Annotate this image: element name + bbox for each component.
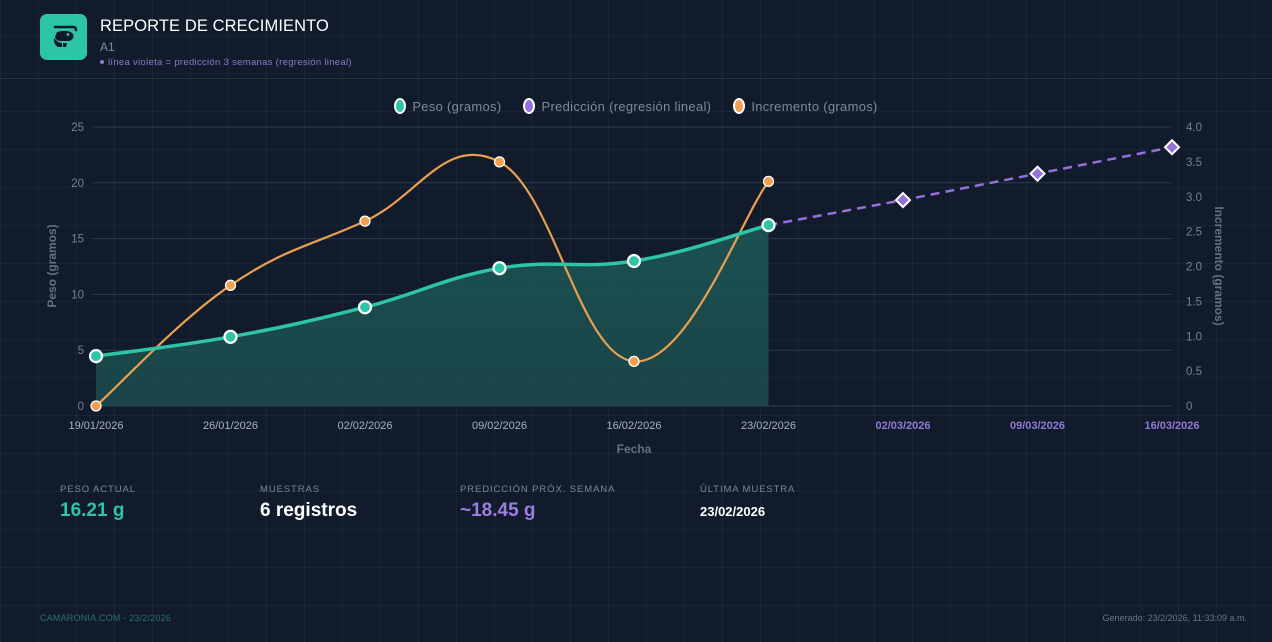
stat-muestras: MUESTRAS 6 registros [260,484,358,521]
incremento-point[interactable] [762,175,775,188]
peso-point[interactable] [88,349,104,364]
legend-item-incremento[interactable]: Incremento (gramos) [733,98,877,114]
svg-text:5: 5 [78,345,84,357]
left-axis-ticks: 0 5 10 15 20 25 [71,122,84,413]
prediccion-line [768,145,1173,227]
svg-text:3.0: 3.0 [1186,192,1202,204]
peso-point[interactable] [492,261,507,276]
svg-text:4.0: 4.0 [1186,122,1202,134]
prediccion-point[interactable] [894,191,912,209]
peso-point[interactable] [761,217,776,233]
svg-text:09/03/2026: 09/03/2026 [1010,420,1065,432]
peso-point[interactable] [223,329,238,344]
prediction-note: línea violeta = predicción 3 semanas (re… [100,57,352,68]
legend-item-prediccion[interactable]: Predicción (regresión lineal) [523,98,711,114]
stat-prediccion: PREDICCIÓN PRÓX. SEMANA ~18.45 g [460,484,616,521]
footer-generated: Generado: 23/2/2026, 11:33:09 a.m. [1102,613,1247,623]
legend-swatch-prediccion [523,98,536,114]
right-axis-title: Incremento (gramos) [1212,206,1226,325]
peso-point[interactable] [357,300,373,315]
prediccion-point[interactable] [1029,165,1046,183]
svg-text:23/02/2026: 23/02/2026 [741,420,796,432]
incremento-point[interactable] [90,400,102,412]
peso-points [88,217,776,364]
prediccion-points [894,138,1181,209]
svg-text:25: 25 [71,122,84,134]
svg-text:19/01/2026: 19/01/2026 [68,420,123,432]
svg-text:10: 10 [71,289,84,301]
incremento-line [95,153,770,407]
svg-text:0.5: 0.5 [1186,366,1202,378]
stat-peso-actual: PESO ACTUAL 16.21 g [60,484,136,521]
svg-text:20: 20 [71,178,84,190]
peso-point[interactable] [626,253,642,269]
pond-name: A1 [100,40,115,54]
legend-swatch-incremento [733,98,746,114]
prediccion-point[interactable] [1163,138,1181,156]
svg-text:02/02/2026: 02/02/2026 [337,420,392,432]
svg-text:0: 0 [78,401,84,413]
page-title: REPORTE DE CRECIMIENTO [100,17,329,35]
chart-legend: Peso (gramos) Predicción (regresión line… [0,98,1272,114]
svg-text:1.5: 1.5 [1186,296,1202,308]
report-header: REPORTE DE CRECIMIENTO A1 línea violeta … [0,0,1272,79]
shrimp-icon [53,25,77,47]
svg-text:0: 0 [1186,401,1192,413]
legend-swatch-peso [394,98,407,114]
x-axis-ticks: 19/01/2026 26/01/2026 02/02/2026 09/02/2026… [68,420,1199,432]
incremento-points [90,156,775,412]
svg-text:2.5: 2.5 [1186,227,1202,239]
footer-brand[interactable]: CAMARONIA.COM - 23/2/2026 [40,613,172,623]
incremento-point[interactable] [628,355,640,368]
svg-text:1.0: 1.0 [1186,331,1202,343]
svg-text:16/03/2026: 16/03/2026 [1144,420,1199,432]
incremento-point[interactable] [224,279,237,291]
stat-ultima-muestra: ÚLTIMA MUESTRA 23/02/2026 [700,484,796,519]
peso-line [95,223,769,358]
incremento-point[interactable] [493,156,506,168]
svg-text:02/03/2026: 02/03/2026 [875,420,930,432]
svg-text:3.5: 3.5 [1186,157,1202,169]
incremento-point[interactable] [359,215,371,227]
peso-area-fill [96,225,769,406]
logo [40,14,87,60]
bullet-icon [100,60,104,65]
svg-text:15: 15 [71,234,84,246]
left-axis-title: Peso (gramos) [45,224,59,307]
svg-text:2.0: 2.0 [1186,262,1202,274]
legend-item-peso[interactable]: Peso (gramos) [394,98,501,114]
svg-text:26/01/2026: 26/01/2026 [203,420,258,432]
svg-text:16/02/2026: 16/02/2026 [606,420,661,432]
growth-chart: 0 5 10 15 20 25 0 0.5 1.0 1.5 2.0 2.5 3.0 3.5 4.0 19/… [45,122,1226,456]
right-axis-ticks: 0 0.5 1.0 1.5 2.0 2.5 3.0 3.5 4.0 [1186,122,1202,413]
svg-text:09/02/2026: 09/02/2026 [472,420,527,432]
x-axis-title: Fecha [617,442,652,456]
